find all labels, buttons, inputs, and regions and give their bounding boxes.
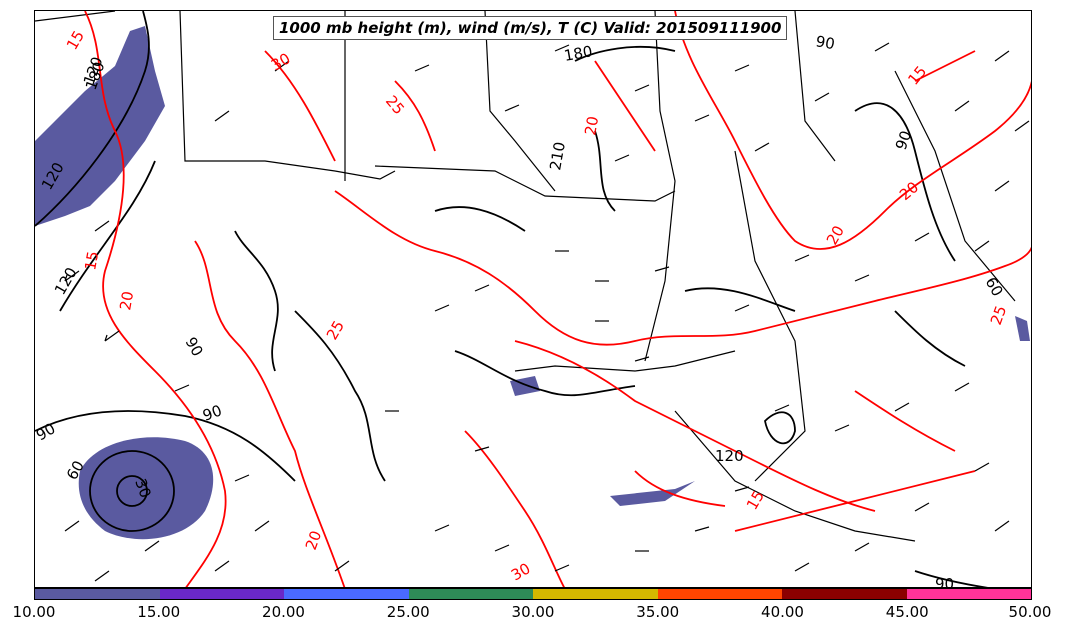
colorbar-segment	[906, 589, 1031, 599]
temperature-label: 20	[823, 222, 848, 248]
temperature-label: 15	[904, 62, 930, 88]
colorbar-tick-labels: 10.00 15.00 20.00 25.00 30.00 35.00 40.0…	[0, 600, 1065, 630]
height-label: 90	[35, 419, 59, 444]
colorbar-segment	[533, 589, 658, 599]
colorbar-tick: 15.00	[137, 603, 181, 621]
temperature-label: 30	[268, 49, 294, 74]
height-label: 180	[563, 42, 594, 65]
height-label: 90	[200, 401, 224, 424]
temperature-label: 15	[63, 27, 88, 53]
colorbar-segment	[782, 589, 907, 599]
colorbar-tick: 45.00	[885, 603, 929, 621]
height-label: 30	[131, 476, 154, 500]
height-label: 90	[892, 128, 915, 152]
colorbar-tick: 25.00	[386, 603, 430, 621]
height-label: 90	[935, 575, 954, 588]
temperature-label: 20	[302, 528, 325, 552]
temperature-label: 30	[508, 559, 534, 584]
colorbar-segment	[284, 589, 409, 599]
colorbar-tick: 20.00	[262, 603, 305, 621]
height-label: 90	[182, 334, 207, 360]
height-label: 210	[546, 140, 569, 171]
temperature-label: 25	[323, 317, 348, 343]
colorbar-tick: 40.00	[761, 603, 804, 621]
map-title: 1000 mb height (m), wind (m/s), T (C) Va…	[273, 16, 788, 40]
temperature-label: 20	[116, 290, 137, 312]
height-label: 60	[982, 274, 1007, 300]
temperature-label: 25	[987, 303, 1010, 327]
height-label: 120	[51, 264, 81, 298]
political-borders	[35, 11, 1016, 542]
temperature-contours	[84, 11, 1031, 587]
temperature-label: 25	[382, 92, 408, 118]
colorbar-segment	[657, 589, 782, 599]
colorbar-tick: 30.00	[511, 603, 555, 621]
colorbar-segment	[35, 589, 160, 599]
map-panel: 120 180 120 90 90 90 60 30 180 210 120 9…	[34, 10, 1032, 588]
wind-barbs	[64, 42, 1030, 582]
height-contours	[35, 11, 988, 587]
temperature-label: 15	[81, 250, 102, 272]
colorbar-tick: 35.00	[636, 603, 680, 621]
height-label: 90	[814, 32, 836, 53]
map-canvas: 120 180 120 90 90 90 60 30 180 210 120 9…	[35, 11, 1031, 588]
colorbar	[34, 588, 1032, 600]
temperature-label: 15	[743, 487, 768, 513]
colorbar-segment	[159, 589, 284, 599]
height-label: 120	[715, 447, 744, 465]
colorbar-tick: 50.00	[1008, 603, 1052, 621]
temperature-label: 20	[896, 178, 922, 204]
temperature-label: 20	[581, 115, 602, 137]
colorbar-tick: 10.00	[12, 603, 56, 621]
colorbar-segment	[408, 589, 533, 599]
